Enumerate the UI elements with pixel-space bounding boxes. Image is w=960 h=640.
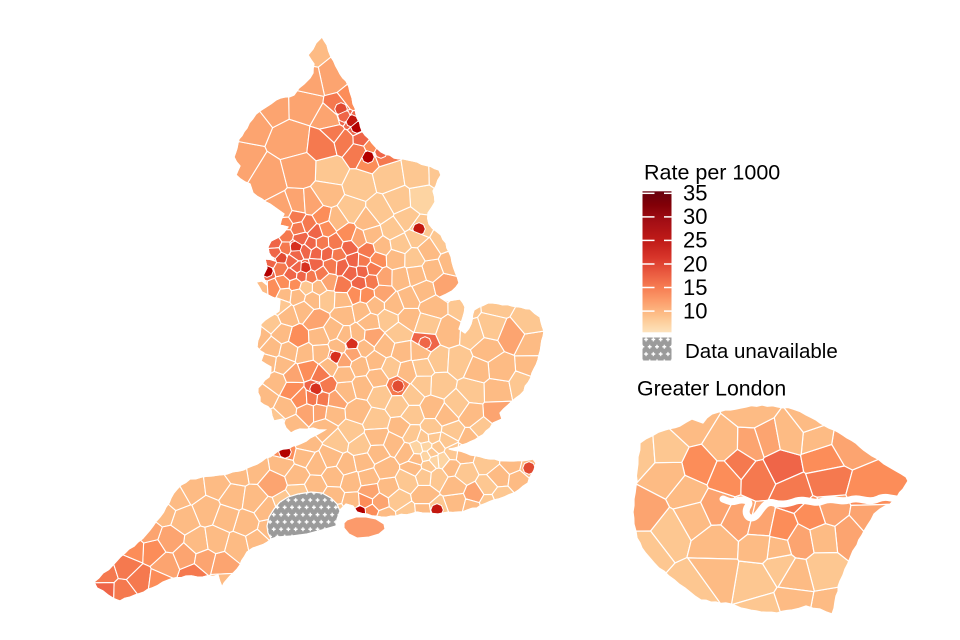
svg-text:30: 30	[683, 204, 707, 229]
svg-text:Data unavailable: Data unavailable	[685, 340, 838, 363]
svg-text:10: 10	[683, 299, 707, 324]
svg-text:Greater London: Greater London	[637, 377, 786, 401]
svg-text:25: 25	[683, 228, 707, 253]
svg-text:Rate per 1000: Rate per 1000	[644, 161, 780, 185]
svg-text:35: 35	[683, 181, 707, 206]
svg-text:15: 15	[683, 275, 707, 300]
svg-text:20: 20	[683, 251, 707, 276]
